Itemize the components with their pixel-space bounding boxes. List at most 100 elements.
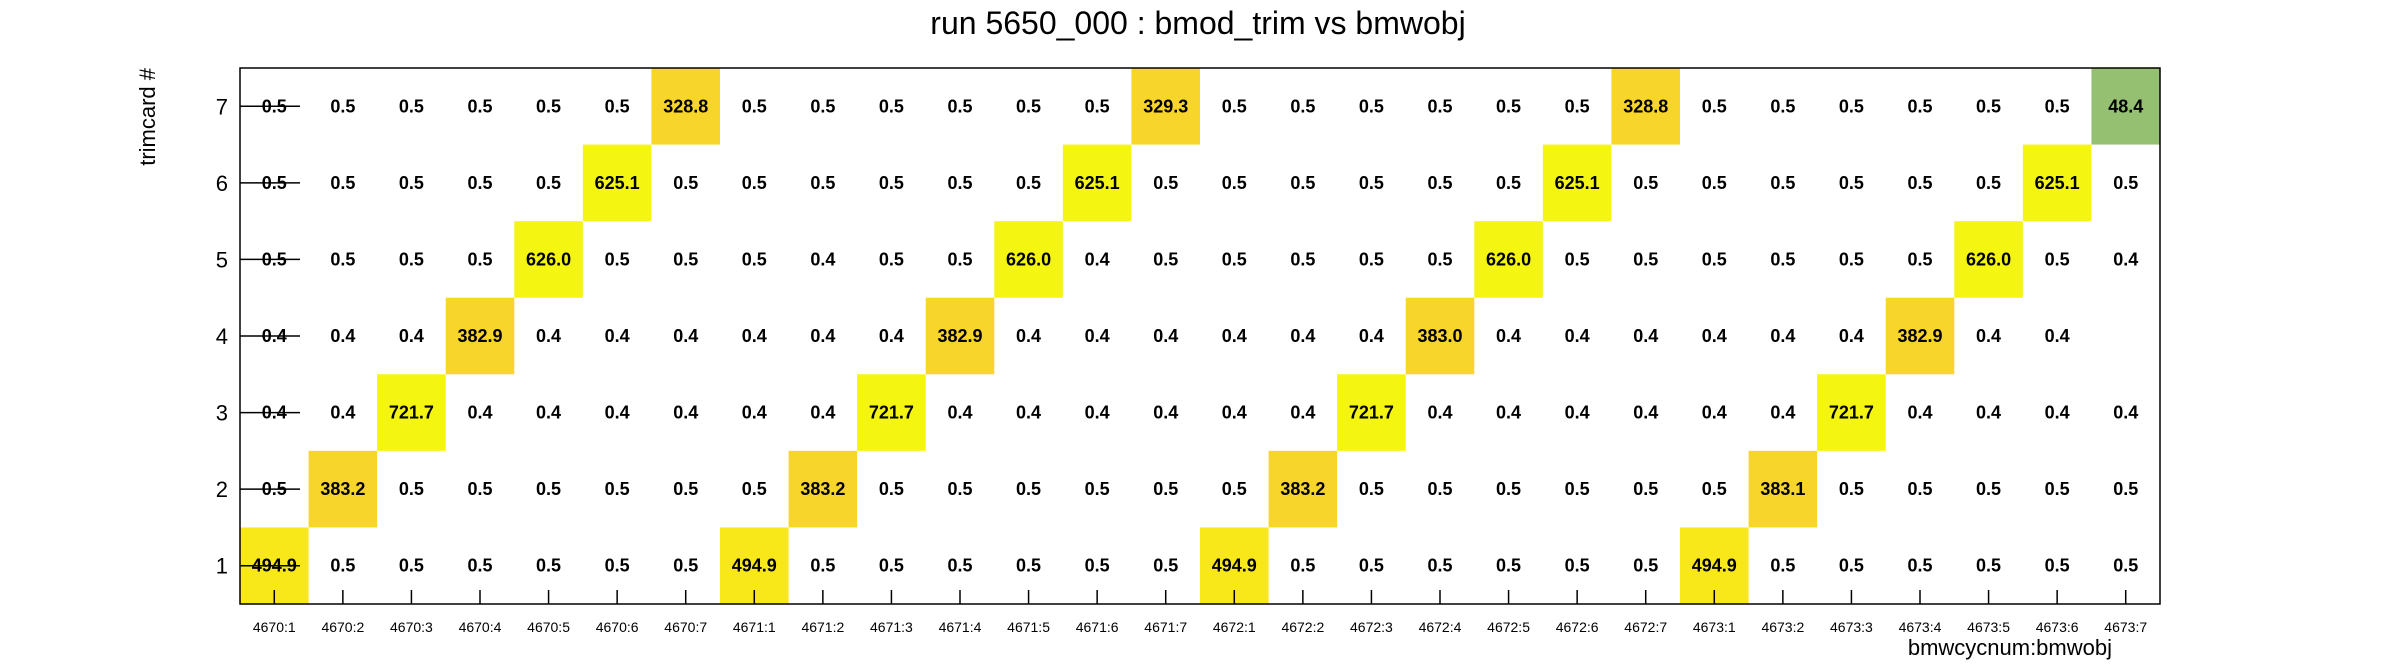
cell-value-label: 0.5 [330, 556, 355, 576]
cell-value-label: 0.5 [1359, 96, 1384, 116]
heatmap-cell [1817, 374, 1886, 451]
cell-value-label: 0.5 [1839, 249, 1864, 269]
cell-value-label: 0.5 [1290, 556, 1315, 576]
cell-value-label: 0.5 [1222, 479, 1247, 499]
cell-value-label: 0.5 [1153, 479, 1178, 499]
x-tick-label: 4670:5 [527, 619, 570, 635]
cell-value-label: 0.5 [399, 479, 424, 499]
heatmap-cell [788, 450, 858, 528]
cell-value-label: 0.5 [1427, 479, 1452, 499]
cell-value-label: 721.7 [1349, 403, 1394, 423]
cell-value-label: 0.5 [1702, 479, 1727, 499]
cell-value-label: 0.4 [1976, 403, 2001, 423]
x-tick-label: 4672:4 [1419, 619, 1462, 635]
cell-value-label: 0.5 [1290, 249, 1315, 269]
cell-value-label: 0.4 [810, 249, 835, 269]
cell-value-label: 0.4 [1222, 326, 1247, 346]
cell-value-label: 0.5 [1016, 96, 1041, 116]
heatmap-cell [994, 221, 1063, 298]
x-tick-label: 4670:1 [253, 619, 296, 635]
cell-value-label: 0.5 [1565, 249, 1590, 269]
cell-value-label: 721.7 [1829, 403, 1874, 423]
cells-layer: 0.5 0.5 0.5 0.5 0.5 0.5 328.8 0.5 0.5 0.5 0.5 0.5 0.… [240, 68, 2160, 604]
cell-value-label: 0.5 [1702, 96, 1727, 116]
cell-value-label: 0.5 [1702, 173, 1727, 193]
cell-value-label: 0.5 [1976, 479, 2001, 499]
cell-value-label: 0.4 [1770, 403, 1795, 423]
x-tick-label: 4672:2 [1281, 619, 1324, 635]
plot-frame [239, 67, 2161, 605]
x-tick-label: 4671:7 [1144, 619, 1187, 635]
cell-value-label: 0.5 [1839, 556, 1864, 576]
cell-value-label: 0.5 [1976, 96, 2001, 116]
cell-value-label: 0.4 [605, 403, 630, 423]
cell-value-label: 0.5 [1222, 173, 1247, 193]
y-axis: 1 2 3 4 5 6 7 [216, 94, 300, 579]
y-tick-label: 3 [216, 401, 228, 426]
cell-value-label: 0.5 [1633, 173, 1658, 193]
cell-value-label: 0.5 [1839, 173, 1864, 193]
y-tick-label: 7 [216, 94, 228, 119]
heatmap-cell [1748, 450, 1818, 528]
cell-value-label: 382.9 [457, 326, 502, 346]
cell-value-label: 0.5 [1770, 556, 1795, 576]
cell-value-label: 0.4 [2045, 403, 2070, 423]
cell-value-label: 0.5 [810, 96, 835, 116]
heatmap-cell [2091, 68, 2160, 145]
cell-value-label: 721.7 [389, 403, 434, 423]
cell-value-label: 0.4 [1839, 326, 1864, 346]
cell-value-label: 625.1 [2035, 173, 2080, 193]
cell-value-label: 0.4 [1016, 326, 1041, 346]
cell-value-label: 0.5 [1496, 96, 1521, 116]
x-tick-label: 4670:3 [390, 619, 433, 635]
cell-value-label: 0.5 [879, 479, 904, 499]
x-tick-label: 4672:6 [1556, 619, 1599, 635]
cell-value-label: 721.7 [869, 403, 914, 423]
cell-value-label: 0.4 [1496, 403, 1521, 423]
x-axis-label: bmwcycnum:bmwobj [1908, 635, 2112, 660]
cell-value-label: 383.2 [800, 479, 845, 499]
heatmap-cell [1268, 450, 1338, 528]
heatmap-cell [582, 144, 652, 222]
cell-value-label: 0.4 [810, 326, 835, 346]
cell-value-label: 0.4 [1907, 403, 1932, 423]
cell-value-label: 0.5 [879, 249, 904, 269]
heatmap-cell [1542, 144, 1612, 222]
cell-value-label: 0.5 [1085, 96, 1110, 116]
cell-value-label: 0.5 [399, 249, 424, 269]
x-tick-label: 4673:3 [1830, 619, 1873, 635]
cell-value-label: 0.5 [536, 173, 561, 193]
cell-value-label: 0.5 [1633, 249, 1658, 269]
cell-value-label: 0.5 [1907, 249, 1932, 269]
cell-value-label: 0.5 [1359, 249, 1384, 269]
cell-value-label: 0.5 [1565, 556, 1590, 576]
heatmap-cell [308, 450, 378, 528]
x-tick-label: 4671:3 [870, 619, 913, 635]
cell-value-label: 0.5 [1016, 556, 1041, 576]
cell-value-label: 0.5 [1565, 96, 1590, 116]
x-tick-label: 4671:2 [801, 619, 844, 635]
cell-value-label: 0.5 [742, 479, 767, 499]
cell-value-label: 0.4 [536, 326, 561, 346]
x-tick-label: 4673:5 [1967, 619, 2010, 635]
cell-value-label: 0.5 [1770, 173, 1795, 193]
y-tick-label: 5 [216, 247, 228, 272]
x-tick-label: 4671:1 [733, 619, 776, 635]
x-tick-label: 4673:2 [1761, 619, 1804, 635]
x-tick-label: 4672:7 [1624, 619, 1667, 635]
cell-value-label: 0.4 [2113, 403, 2138, 423]
cell-value-label: 0.4 [1222, 403, 1247, 423]
cell-value-label: 0.5 [399, 173, 424, 193]
cell-value-label: 625.1 [1555, 173, 1600, 193]
cell-value-label: 383.1 [1760, 479, 1805, 499]
cell-value-label: 0.5 [1633, 479, 1658, 499]
cell-value-label: 0.5 [1085, 479, 1110, 499]
cell-value-label: 0.5 [536, 556, 561, 576]
cell-value-label: 329.3 [1143, 96, 1188, 116]
cell-value-label: 0.4 [330, 326, 355, 346]
cell-value-label: 0.4 [1016, 403, 1041, 423]
cell-value-label: 0.4 [1290, 403, 1315, 423]
cell-value-label: 0.5 [742, 249, 767, 269]
cell-value-label: 0.4 [673, 326, 698, 346]
